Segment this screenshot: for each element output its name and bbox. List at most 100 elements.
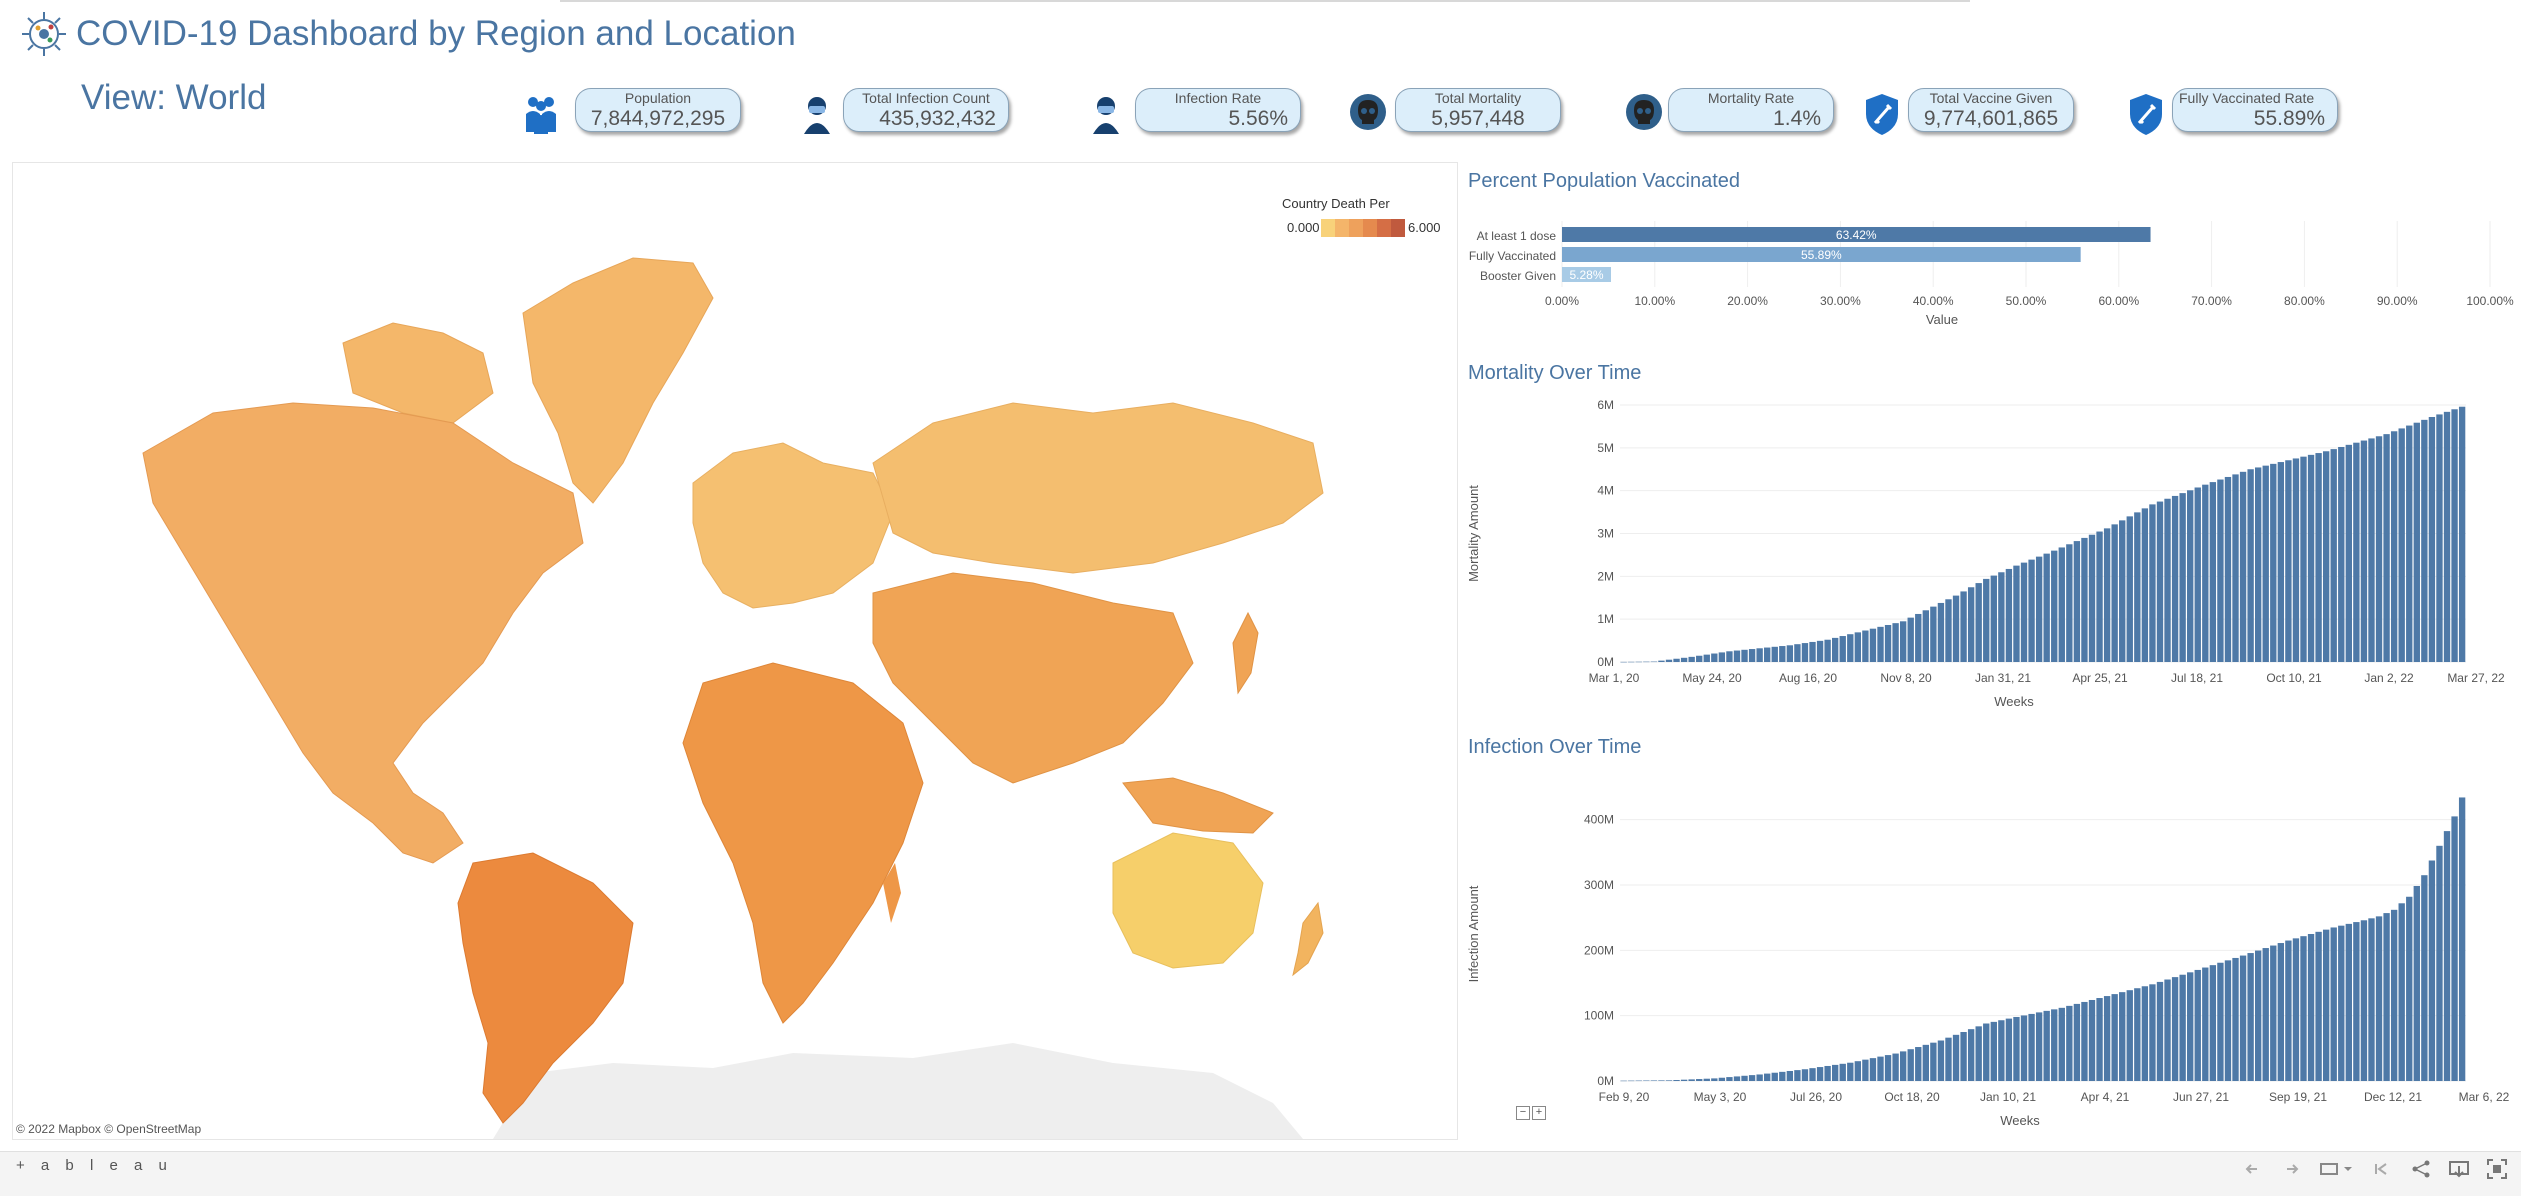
download-icon[interactable]	[2446, 1156, 2472, 1182]
bar	[2073, 541, 2081, 662]
kpi-card-population[interactable]: Population 7,844,972,295	[575, 88, 741, 132]
bar	[2194, 969, 2201, 1081]
x-tick-label: 30.00%	[1820, 294, 1861, 308]
bar	[2390, 431, 2398, 662]
bar	[2338, 925, 2345, 1081]
bar	[1726, 651, 1733, 662]
kpi-label: Mortality Rate	[1707, 90, 1795, 106]
collapse-button[interactable]: −	[1516, 1106, 1530, 1120]
kpi-card-total-mortality[interactable]: Total Mortality 5,957,448	[1395, 88, 1561, 132]
tableau-brand[interactable]: + a b l e a u	[16, 1157, 173, 1174]
bar	[1680, 657, 1688, 662]
bar	[2194, 487, 2201, 662]
x-tick-label: Oct 18, 20	[1884, 1090, 1940, 1104]
bar	[2156, 501, 2164, 662]
bar	[1839, 636, 1846, 662]
expand-button[interactable]: +	[1532, 1106, 1546, 1120]
bar	[2413, 422, 2420, 662]
bar	[1711, 1078, 1718, 1081]
infection-bar-chart: 0M 100M 200M 300M 400M Feb 9, 20 May 3, 20 Jul …	[1466, 797, 2510, 1128]
bar	[2368, 918, 2375, 1081]
revert-dropdown-icon[interactable]	[2316, 1156, 2356, 1182]
bar	[1794, 1070, 1801, 1081]
y-tick-label: 300M	[1584, 878, 1614, 892]
bar	[2451, 409, 2458, 662]
kpi-value: 55.89%	[2253, 107, 2325, 130]
y-tick-label: 2M	[1597, 569, 1614, 583]
bar	[1748, 1075, 1756, 1081]
bar	[2202, 484, 2209, 662]
bar	[1771, 646, 1778, 662]
bar	[2187, 972, 2194, 1081]
bar	[2368, 438, 2375, 662]
bar	[1809, 641, 1816, 662]
x-axis-label: Weeks	[2000, 1113, 2040, 1128]
bar	[1764, 647, 1771, 662]
top-scroll-edge	[560, 0, 1970, 2]
bar	[2458, 797, 2466, 1081]
region-greenland	[522, 257, 714, 504]
bar	[2255, 950, 2262, 1081]
redo-icon[interactable]	[2278, 1156, 2304, 1182]
bar	[2141, 986, 2149, 1081]
bar	[1960, 591, 1967, 662]
bar	[2292, 458, 2300, 662]
bar	[2066, 544, 2073, 662]
bar	[1635, 661, 1642, 663]
skull-icon	[1624, 92, 1664, 136]
dashboard-title: COVID-19 Dashboard by Region and Locatio…	[76, 14, 796, 53]
bars	[1620, 797, 2466, 1082]
y-tick-label: 1M	[1597, 612, 1614, 626]
kpi-card-infection-rate[interactable]: Infection Rate 5.56%	[1135, 88, 1301, 132]
bar	[1983, 1023, 1990, 1081]
bar	[2285, 940, 2292, 1081]
bar	[1862, 1059, 1869, 1081]
bar	[1899, 1051, 1907, 1081]
fullscreen-icon[interactable]	[2484, 1156, 2510, 1182]
region-australia	[1112, 832, 1264, 969]
bar	[1975, 583, 1982, 662]
bar	[1809, 1068, 1816, 1081]
bar	[2322, 929, 2330, 1081]
kpi-card-mortality-rate[interactable]: Mortality Rate 1.4%	[1668, 88, 1834, 132]
syringe-shield-icon	[1862, 92, 1902, 136]
world-map[interactable]	[12, 162, 1458, 1140]
bar-value-label: 63.42%	[1836, 228, 1877, 242]
share-icon[interactable]	[2408, 1156, 2434, 1182]
bar	[1907, 617, 1914, 662]
bar	[2285, 460, 2292, 662]
bar	[2217, 962, 2224, 1081]
bar	[2066, 1005, 2073, 1081]
bar	[1673, 1080, 1680, 1081]
region-europe	[692, 442, 894, 609]
bar	[2262, 948, 2269, 1081]
bar	[1635, 1080, 1642, 1082]
x-tick-label: Mar 1, 20	[1589, 671, 1640, 685]
undo-icon[interactable]	[2240, 1156, 2266, 1182]
bar	[1665, 659, 1673, 662]
kpi-card-fully-vaccinated-rate[interactable]: Fully Vaccinated Rate 55.89%	[2172, 88, 2338, 132]
reset-icon[interactable]	[2368, 1156, 2394, 1182]
bar	[2406, 425, 2413, 662]
kpi-card-total-infection-count[interactable]: Total Infection Count 435,932,432	[843, 88, 1009, 132]
bar	[1915, 613, 1922, 662]
bar	[2171, 495, 2179, 662]
bar	[1892, 1053, 1899, 1081]
bar	[2134, 512, 2141, 662]
bar	[1703, 654, 1710, 662]
bar	[2338, 446, 2345, 662]
bar	[2119, 520, 2126, 662]
bar	[1998, 572, 2005, 662]
bar	[2043, 1010, 2050, 1081]
legend-swatch	[1377, 219, 1391, 237]
x-tick-label: Mar 6, 22	[2459, 1090, 2510, 1104]
bar	[2353, 442, 2360, 662]
legend-swatch	[1363, 219, 1377, 237]
kpi-card-total-vaccine-given[interactable]: Total Vaccine Given 9,774,601,865	[1908, 88, 2074, 132]
bar	[2247, 953, 2254, 1081]
kpi-value: 5.56%	[1228, 107, 1288, 130]
region-south-america	[457, 852, 634, 1124]
bar	[1756, 1074, 1763, 1081]
x-tick-label: 50.00%	[2006, 294, 2047, 308]
bar	[2051, 550, 2058, 662]
